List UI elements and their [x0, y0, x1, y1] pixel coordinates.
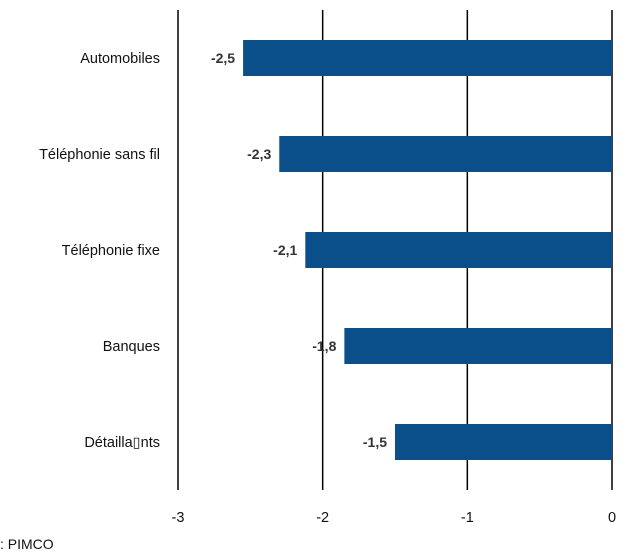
x-tick-label: -2	[316, 510, 329, 526]
value-labels: -2,5 -2,3 -2,1 -1,8 -1,5	[211, 50, 387, 450]
x-tick-label: -1	[461, 510, 474, 526]
bar	[279, 136, 612, 172]
data-label: -2,1	[273, 242, 297, 258]
category-label: Banques	[103, 339, 160, 355]
data-label: -2,3	[247, 146, 271, 162]
x-axis-tick-labels: -3 -2 -1 0	[172, 510, 616, 526]
bar	[344, 328, 612, 364]
x-tick-label: -3	[172, 510, 185, 526]
bar-chart: Automobiles Téléphonie sans fil Téléphonie…	[39, 10, 616, 526]
category-label: Téléphonie sans fil	[39, 147, 160, 163]
category-label: Téléphonie fixe	[62, 243, 160, 259]
category-label: Automobiles	[80, 51, 160, 67]
bar	[395, 424, 612, 460]
data-label: -1,5	[363, 434, 387, 450]
bar	[243, 40, 612, 76]
category-labels: Automobiles Téléphonie sans fil Téléphonie…	[39, 51, 160, 451]
data-label: -1,8	[312, 338, 336, 354]
bars	[243, 40, 612, 460]
bar	[305, 232, 612, 268]
x-tick-label: 0	[608, 510, 616, 526]
category-label: Détailla▯nts	[84, 435, 160, 451]
source-note: : PIMCO	[0, 536, 54, 552]
data-label: -2,5	[211, 50, 235, 66]
